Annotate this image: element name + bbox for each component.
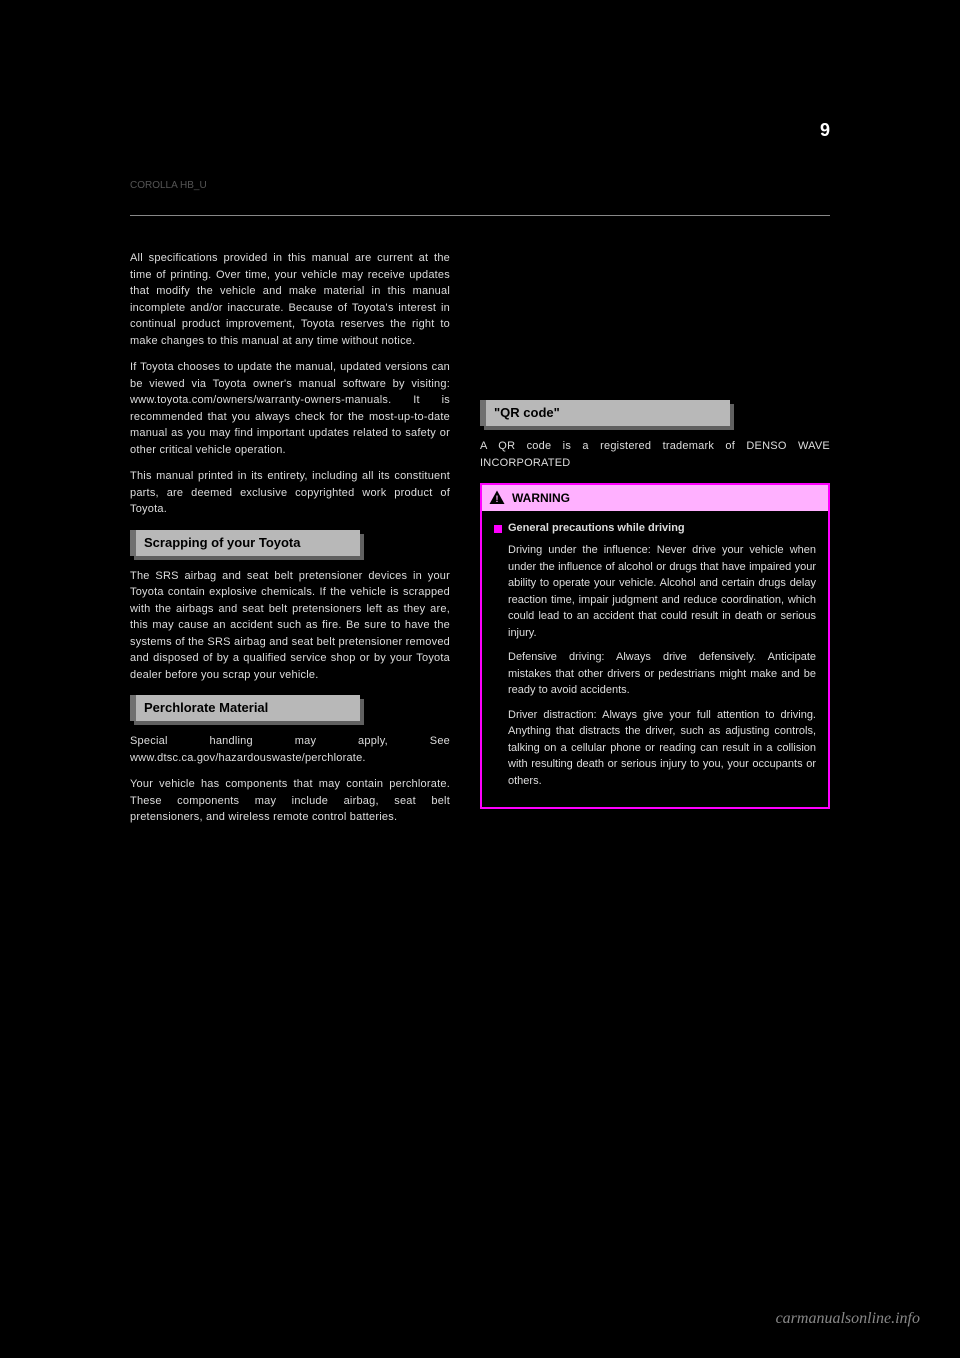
copyright-text: This manual printed in its entirety, inc…: [130, 468, 450, 518]
left-column: All specifications provided in this manu…: [130, 250, 450, 836]
header-divider: [130, 215, 830, 216]
warning-title: WARNING: [512, 491, 570, 505]
qr-text: A QR code is a registered trademark of D…: [480, 438, 830, 471]
right-column: "QR code" A QR code is a registered trad…: [480, 250, 830, 809]
qr-section-header: "QR code": [480, 400, 730, 426]
warning-subhead-text: General precautions while driving: [508, 522, 685, 534]
perchlorate-text-2: Your vehicle has components that may con…: [130, 776, 450, 826]
perchlorate-section-header: Perchlorate Material: [130, 695, 360, 721]
update-info-text: If Toyota chooses to update the manual, …: [130, 359, 450, 458]
warning-square-icon: [494, 525, 502, 533]
warning-triangle-icon: !: [488, 489, 506, 507]
warning-para-3: Driver distraction: Always give your ful…: [494, 707, 816, 790]
scrapping-text: The SRS airbag and seat belt pretensione…: [130, 568, 450, 684]
disclaimer-text: All specifications provided in this manu…: [130, 250, 450, 349]
warning-header: ! WARNING: [482, 485, 828, 511]
warning-box: ! WARNING General precautions while driv…: [480, 483, 830, 809]
perchlorate-header-label: Perchlorate Material: [144, 700, 268, 715]
warning-para-1: Driving under the influence: Never drive…: [494, 542, 816, 641]
doc-code: COROLLA HB_U: [130, 180, 207, 191]
qr-header-label: "QR code": [494, 405, 560, 420]
warning-subhead: General precautions while driving: [494, 521, 816, 536]
scrapping-header-label: Scrapping of your Toyota: [144, 535, 301, 550]
watermark: carmanualsonline.info: [776, 1310, 920, 1328]
warning-para-2: Defensive driving: Always drive defensiv…: [494, 649, 816, 699]
perchlorate-text-1: Special handling may apply, See www.dtsc…: [130, 733, 450, 766]
svg-text:!: !: [496, 494, 499, 504]
scrapping-section-header: Scrapping of your Toyota: [130, 530, 360, 556]
warning-body: General precautions while driving Drivin…: [482, 511, 828, 807]
page-number: 9: [820, 120, 830, 141]
